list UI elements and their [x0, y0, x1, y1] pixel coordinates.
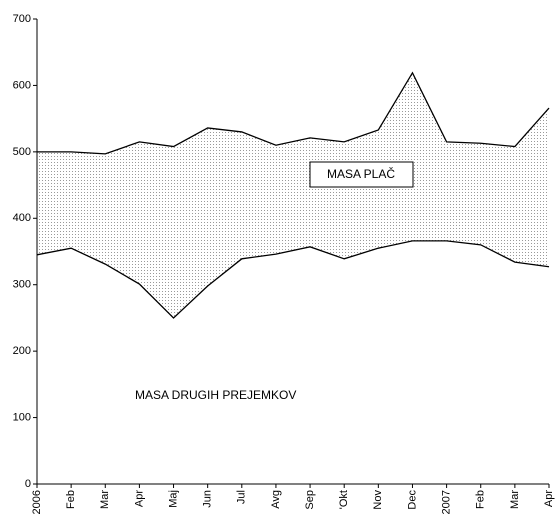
- x-tick-label: 2007: [441, 490, 453, 514]
- x-tick-label: Sep: [304, 490, 316, 510]
- x-tick-label: Mar: [99, 490, 111, 509]
- y-tick-label: 100: [13, 411, 31, 423]
- x-tick-label: Apr: [133, 490, 145, 507]
- series-line: [37, 71, 550, 155]
- y-tick-label: 700: [13, 13, 31, 25]
- x-tick-label: Jul: [236, 490, 248, 504]
- x-tick-label: 'Okt: [338, 490, 350, 509]
- y-tick-label: 600: [13, 79, 31, 91]
- x-tick-label: Jun: [202, 490, 214, 508]
- band-fill: [37, 72, 549, 318]
- x-tick-label: Feb: [65, 490, 77, 509]
- y-tick-label: 500: [13, 146, 31, 158]
- x-tick-label: 2006: [31, 490, 43, 514]
- series-line: [36, 240, 550, 319]
- x-tick-label: Mar: [509, 490, 521, 509]
- x-tick-label: Feb: [475, 490, 487, 509]
- x-tick-label: Apr: [543, 490, 555, 507]
- y-tick-label: 200: [13, 345, 31, 357]
- y-tick-label: 300: [13, 279, 31, 291]
- series-label: MASA DRUGIH PREJEMKOV: [135, 388, 296, 402]
- y-tick-label: 400: [13, 212, 31, 224]
- x-tick-label: Dec: [406, 490, 418, 510]
- y-tick-label: 0: [25, 478, 31, 490]
- x-tick-label: Nov: [372, 490, 384, 510]
- x-tick-label: Maj: [167, 490, 179, 508]
- label-box: [309, 161, 414, 188]
- x-tick-label: Avg: [270, 490, 282, 509]
- series-label: MASA PLAČ: [327, 166, 395, 181]
